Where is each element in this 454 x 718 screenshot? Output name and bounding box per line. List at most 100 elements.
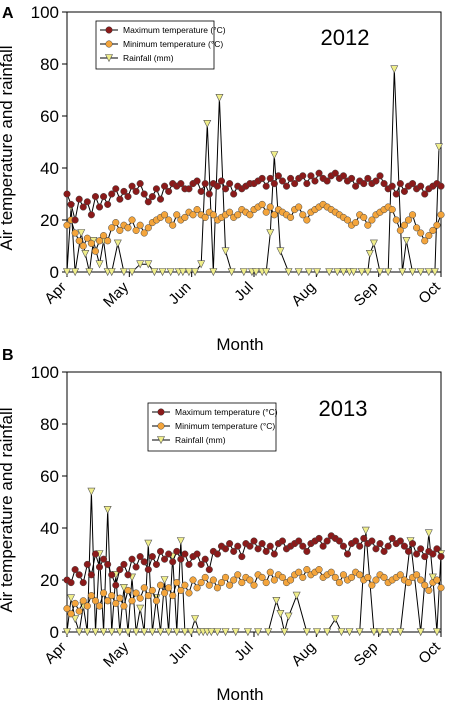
data-point [148, 553, 156, 561]
data-point [231, 628, 240, 637]
y-tick-label: 40 [40, 159, 59, 178]
data-point [67, 579, 75, 587]
series-rainfall [63, 487, 445, 637]
data-point [361, 526, 370, 535]
x-tick-label: Sep [351, 639, 382, 670]
data-point [390, 65, 399, 74]
y-tick-label: 80 [40, 55, 59, 74]
data-point [421, 237, 429, 245]
data-point [87, 571, 95, 579]
data-point [205, 566, 213, 574]
data-point [161, 589, 169, 597]
data-point [343, 216, 352, 224]
x-tick-label: Sep [351, 279, 382, 310]
y-tick-label: 0 [50, 263, 59, 282]
data-point [91, 597, 100, 605]
data-point [299, 542, 307, 550]
data-point [355, 628, 364, 637]
data-point [276, 247, 285, 256]
data-point [408, 180, 417, 188]
data-point [413, 571, 421, 579]
data-point [201, 180, 209, 188]
data-point [315, 169, 323, 177]
data-point [136, 553, 144, 561]
legend-box [147, 402, 277, 452]
data-point [144, 198, 152, 206]
data-point [81, 250, 90, 258]
data-point [184, 268, 193, 277]
data-point [201, 573, 209, 581]
data-point [112, 599, 120, 607]
legend-label: Minimum temperature (°C) [123, 39, 223, 49]
data-point [100, 555, 108, 563]
data-point [87, 239, 95, 247]
x-tick-label: Jun [165, 639, 194, 668]
data-point [75, 237, 83, 245]
data-point [246, 576, 254, 584]
data-point [266, 568, 274, 576]
data-point [124, 224, 132, 232]
data-point [209, 211, 217, 219]
data-point [120, 602, 128, 610]
data-point [221, 247, 230, 256]
data-point [148, 586, 156, 594]
data-point [254, 628, 263, 637]
data-point [201, 213, 209, 221]
data-point [417, 182, 425, 190]
data-point [284, 612, 293, 621]
data-point [156, 581, 165, 589]
data-point [203, 120, 212, 128]
data-point [429, 226, 437, 234]
data-point [413, 224, 421, 232]
data-point [364, 221, 372, 229]
data-point [173, 211, 181, 219]
data-point [77, 229, 86, 238]
data-point [262, 547, 270, 555]
data-point [319, 542, 327, 550]
data-point [252, 268, 261, 277]
data-point [331, 573, 339, 581]
data-point [132, 563, 140, 571]
data-point [258, 200, 266, 208]
data-point [287, 576, 295, 584]
data-point [150, 268, 159, 277]
data-point [262, 208, 270, 216]
data-point [71, 216, 79, 224]
legend: Maximum temperature (°C) Minimum temperat… [147, 402, 278, 452]
series-line [66, 69, 440, 273]
legend-label: Minimum temperature (°C) [175, 421, 275, 431]
data-point [104, 560, 112, 568]
data-point [136, 594, 144, 602]
data-point [246, 211, 254, 219]
data-point [278, 573, 287, 581]
data-point [63, 190, 71, 198]
data-point [360, 180, 368, 188]
panel-b: B Air temperature and rainfall Month 201… [0, 347, 445, 704]
data-point [173, 579, 181, 587]
data-point [392, 190, 400, 198]
data-point [396, 571, 404, 579]
plot-area: 0 20 40 60 80 100 Apr May Jun Jul Aug Sep Oct [31, 3, 445, 311]
data-point [424, 268, 433, 277]
data-point [396, 226, 404, 234]
year-label: 2013 [319, 396, 368, 421]
data-point [433, 576, 441, 584]
data-point [337, 628, 346, 637]
data-point [287, 174, 295, 182]
data-point [116, 226, 124, 234]
data-point [136, 221, 144, 229]
data-point [386, 628, 395, 637]
data-point [230, 547, 238, 555]
data-point [85, 268, 94, 277]
data-point [339, 542, 347, 550]
data-point [380, 573, 388, 581]
data-point [140, 190, 148, 198]
data-point [67, 610, 75, 618]
y-tick-label: 20 [40, 571, 59, 590]
series-min-temp [63, 566, 445, 618]
data-point [299, 573, 307, 581]
data-point [392, 216, 400, 224]
data-point [213, 182, 221, 190]
data-point [323, 177, 331, 185]
